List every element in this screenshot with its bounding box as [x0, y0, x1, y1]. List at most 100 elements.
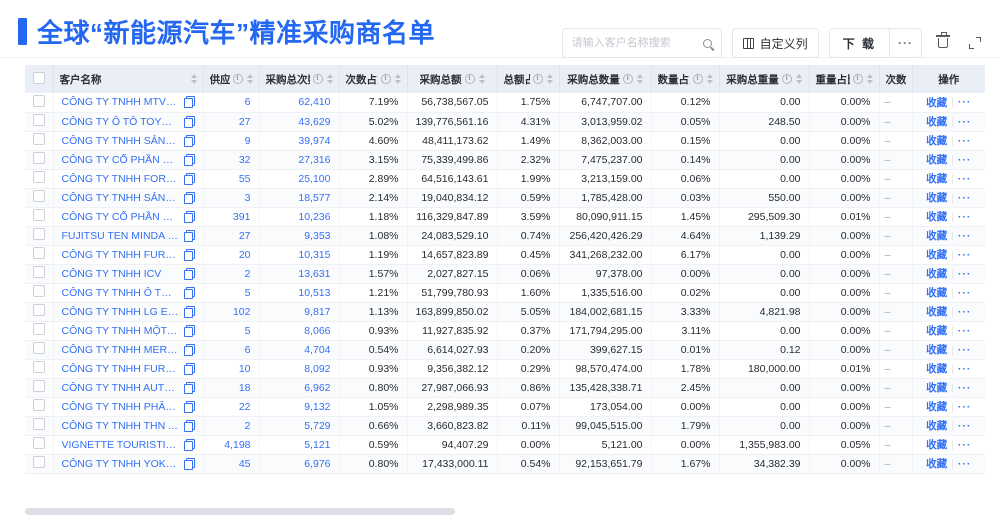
- info-icon[interactable]: i: [852, 74, 863, 84]
- row-checkbox[interactable]: [32, 190, 45, 202]
- customer-name-link[interactable]: CÔNG TY CỔ PHẦN SẢN XUẤT...: [61, 153, 179, 166]
- favorite-link[interactable]: 收藏: [926, 306, 948, 318]
- row-more-button[interactable]: ···: [957, 267, 972, 280]
- row-checkbox[interactable]: [32, 247, 45, 259]
- row-more-button[interactable]: ···: [957, 343, 972, 356]
- copy-icon[interactable]: [183, 172, 195, 185]
- customer-name-link[interactable]: CÔNG TY TNHH FORD VIỆT NAM: [61, 172, 179, 185]
- customer-name-link[interactable]: FUJITSU TEN MINDA INDIA PVT...: [61, 229, 179, 242]
- favorite-link[interactable]: 收藏: [926, 268, 948, 280]
- row-more-button[interactable]: ···: [957, 191, 972, 204]
- download-button[interactable]: 下 载: [842, 36, 876, 51]
- horizontal-scrollbar[interactable]: [25, 508, 455, 515]
- row-checkbox[interactable]: [32, 266, 45, 278]
- favorite-link[interactable]: 收藏: [926, 154, 948, 166]
- copy-icon[interactable]: [183, 229, 195, 242]
- row-checkbox[interactable]: [32, 456, 45, 468]
- customize-columns-button[interactable]: 自定义列: [731, 28, 819, 58]
- info-icon[interactable]: i: [312, 74, 323, 84]
- row-more-button[interactable]: ···: [957, 438, 972, 451]
- customer-search[interactable]: [561, 28, 722, 58]
- favorite-link[interactable]: 收藏: [926, 382, 948, 394]
- row-more-button[interactable]: ···: [957, 248, 972, 261]
- sort-icon[interactable]: [636, 74, 643, 84]
- fullscreen-button[interactable]: [964, 32, 986, 54]
- copy-icon[interactable]: [183, 381, 195, 394]
- info-icon[interactable]: i: [464, 74, 475, 84]
- row-checkbox[interactable]: [32, 418, 45, 430]
- customer-name-link[interactable]: CÔNG TY TNHH SẢN XUẤT VÀ ...: [61, 191, 179, 204]
- favorite-link[interactable]: 收藏: [926, 420, 948, 432]
- copy-icon[interactable]: [183, 286, 195, 299]
- favorite-link[interactable]: 收藏: [926, 230, 948, 242]
- row-more-button[interactable]: ···: [957, 96, 972, 109]
- favorite-link[interactable]: 收藏: [926, 173, 948, 185]
- row-checkbox[interactable]: [32, 94, 45, 107]
- sort-icon[interactable]: [866, 74, 873, 84]
- search-input[interactable]: [571, 37, 703, 49]
- customer-name-link[interactable]: CÔNG TY TNHH MERCEDES–B...: [61, 343, 179, 356]
- row-more-button[interactable]: ···: [957, 153, 972, 166]
- row-checkbox[interactable]: [32, 285, 45, 297]
- row-more-button[interactable]: ···: [957, 419, 972, 432]
- copy-icon[interactable]: [183, 343, 195, 356]
- sort-icon[interactable]: [706, 74, 713, 84]
- favorite-link[interactable]: 收藏: [926, 401, 948, 413]
- row-checkbox[interactable]: [32, 228, 45, 240]
- favorite-link[interactable]: 收藏: [926, 249, 948, 261]
- row-more-button[interactable]: ···: [957, 381, 972, 394]
- sort-icon[interactable]: [546, 74, 553, 84]
- sort-icon[interactable]: [478, 74, 485, 84]
- row-checkbox[interactable]: [32, 342, 45, 354]
- customer-name-link[interactable]: CÔNG TY TNHH YOKOWO VIỆT...: [61, 457, 179, 470]
- favorite-link[interactable]: 收藏: [926, 344, 948, 356]
- sort-icon[interactable]: [190, 74, 197, 84]
- customer-name-link[interactable]: CÔNG TY TNHH Ô TÔ MITSUBI...: [61, 286, 179, 299]
- row-more-button[interactable]: ···: [957, 210, 972, 223]
- info-icon[interactable]: i: [692, 74, 703, 84]
- copy-icon[interactable]: [183, 457, 195, 470]
- favorite-link[interactable]: 收藏: [926, 135, 948, 147]
- favorite-link[interactable]: 收藏: [926, 211, 948, 223]
- row-more-button[interactable]: ···: [957, 172, 972, 185]
- copy-icon[interactable]: [183, 96, 195, 109]
- favorite-link[interactable]: 收藏: [926, 116, 948, 128]
- copy-icon[interactable]: [183, 191, 195, 204]
- customer-name-link[interactable]: CÔNG TY TNHH FURUKAWA A...: [61, 248, 179, 261]
- copy-icon[interactable]: [183, 115, 195, 128]
- customer-name-link[interactable]: CÔNG TY TNHH FURUKAWA A...: [61, 362, 179, 375]
- customer-name-link[interactable]: VIGNETTE TOURISTIQUE G UNI...: [61, 438, 179, 451]
- search-icon[interactable]: [702, 38, 712, 48]
- copy-icon[interactable]: [183, 438, 195, 451]
- sort-icon[interactable]: [795, 74, 802, 84]
- favorite-link[interactable]: 收藏: [926, 287, 948, 299]
- favorite-link[interactable]: 收藏: [926, 96, 948, 109]
- customer-name-link[interactable]: CÔNG TY Ô TÔ TOYOTA VIỆT ...: [61, 115, 179, 128]
- favorite-link[interactable]: 收藏: [926, 192, 948, 204]
- customer-name-link[interactable]: CÔNG TY TNHH AUTEL VIỆT N...: [61, 381, 179, 394]
- info-icon[interactable]: i: [781, 74, 792, 84]
- row-more-button[interactable]: ···: [957, 305, 972, 318]
- row-more-button[interactable]: ···: [957, 134, 972, 147]
- row-more-button[interactable]: ···: [957, 457, 972, 470]
- row-checkbox[interactable]: [32, 399, 45, 411]
- favorite-link[interactable]: 收藏: [926, 458, 948, 470]
- row-checkbox[interactable]: [32, 304, 45, 316]
- row-more-button[interactable]: ···: [957, 229, 972, 242]
- sort-icon[interactable]: [326, 74, 333, 84]
- row-checkbox[interactable]: [32, 380, 45, 392]
- sort-icon[interactable]: [246, 74, 253, 84]
- row-checkbox[interactable]: [32, 171, 45, 183]
- row-checkbox[interactable]: [32, 361, 45, 373]
- row-more-button[interactable]: ···: [957, 362, 972, 375]
- row-checkbox[interactable]: [32, 437, 45, 449]
- customer-name-link[interactable]: CÔNG TY TNHH MTV SẢN XUẤ...: [61, 96, 179, 109]
- row-checkbox[interactable]: [32, 133, 45, 145]
- copy-icon[interactable]: [183, 362, 195, 375]
- copy-icon[interactable]: [183, 210, 195, 223]
- row-more-button[interactable]: ···: [957, 286, 972, 299]
- favorite-link[interactable]: 收藏: [926, 363, 948, 375]
- customer-name-link[interactable]: CÔNG TY TNHH LG ELECTRON...: [61, 305, 179, 318]
- copy-icon[interactable]: [183, 134, 195, 147]
- info-icon[interactable]: i: [532, 74, 543, 84]
